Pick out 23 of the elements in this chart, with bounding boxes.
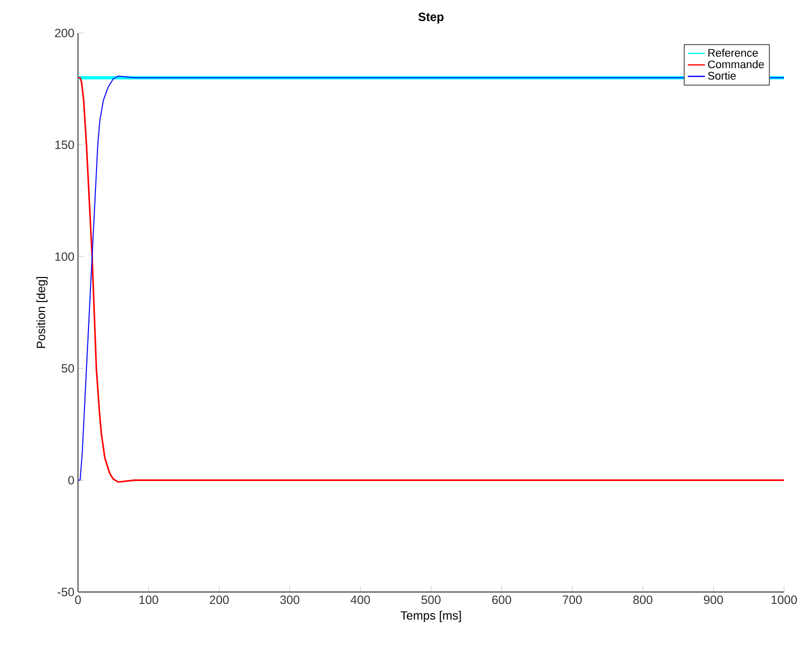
x-tick-label: 400 (350, 596, 370, 604)
legend-label: Commande (708, 60, 764, 68)
y-tick-label: 50 (62, 364, 74, 373)
x-tick-label: 300 (280, 596, 300, 604)
y-tick-label: 0 (68, 476, 74, 484)
x-tick-label: 100 (140, 596, 158, 604)
x-tick-label: 500 (421, 596, 441, 604)
y-axis-title: Position [deg] (36, 277, 48, 348)
y-tick-label: 150 (55, 140, 74, 150)
x-axis-title: Temps [ms] (400, 610, 461, 622)
y-tick-label: -50 (58, 588, 74, 596)
x-tick-label: 0 (75, 596, 81, 604)
y-tick-label: 200 (55, 28, 74, 38)
x-tick-label: 900 (704, 596, 723, 604)
x-tick-label: 700 (562, 596, 582, 604)
legend-label: Sortie (708, 72, 736, 80)
x-tick-label: 200 (210, 596, 229, 604)
legend-label: Reference (708, 48, 758, 57)
x-tick-label: 600 (492, 596, 512, 604)
x-tick-label: 800 (633, 596, 652, 604)
chart-title: Step (418, 12, 444, 24)
x-tick-label: 1000 (772, 596, 797, 604)
y-tick-label: 100 (55, 252, 74, 261)
